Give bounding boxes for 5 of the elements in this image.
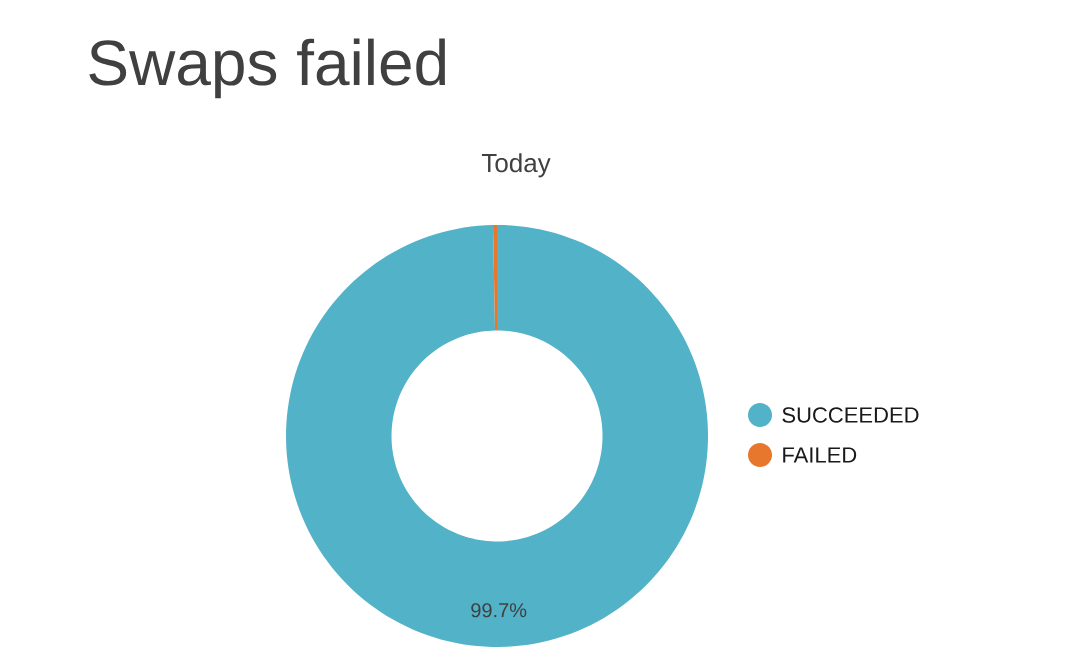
chart-title: Swaps failed xyxy=(89,38,446,99)
legend-label: FAILED xyxy=(783,447,857,463)
chart-subtitle: Today xyxy=(481,153,551,178)
legend-label: SUCCEEDED xyxy=(782,407,919,423)
data-label: 99.7% xyxy=(471,603,527,618)
